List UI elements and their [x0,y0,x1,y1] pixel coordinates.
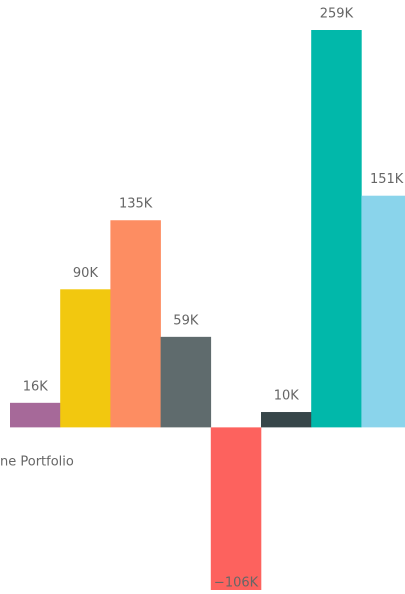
data-label: 90K [73,266,99,281]
x-tick-label: ne Portfolio [0,455,74,470]
bar [10,402,61,428]
bar [210,427,262,590]
data-label: 135K [119,197,153,212]
data-label: 259K [320,7,354,22]
data-label: −106K [214,576,259,591]
data-label: 10K [274,389,300,404]
data-label: 59K [173,313,199,328]
bar [311,30,362,428]
bar [160,336,212,428]
bar [60,289,111,428]
bar [110,220,161,428]
data-label: 16K [23,379,49,394]
bar [361,195,405,428]
bar [261,412,312,428]
data-label: 151K [370,172,404,187]
